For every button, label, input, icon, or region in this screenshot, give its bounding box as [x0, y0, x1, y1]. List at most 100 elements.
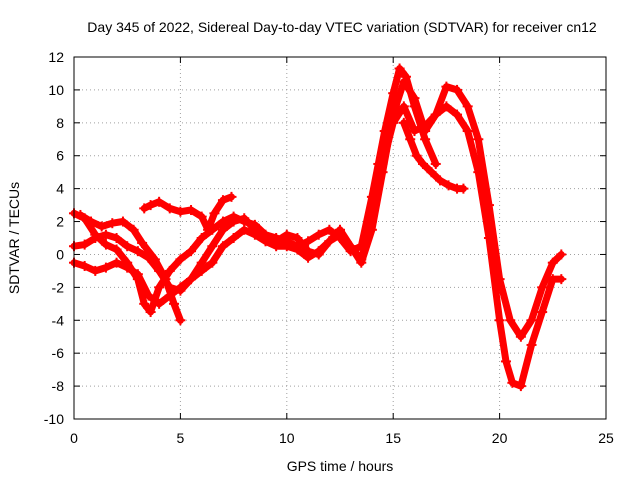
- data-point-marker: [537, 282, 548, 293]
- data-point-marker: [175, 315, 186, 326]
- y-axis-label: SDTVAR / TECUs: [6, 182, 22, 294]
- data-point-marker: [292, 233, 303, 243]
- data-series-group: [69, 63, 567, 392]
- data-point-marker: [452, 84, 463, 95]
- data-point-marker: [122, 262, 133, 273]
- data-point-marker: [537, 307, 548, 318]
- data-point-marker: [111, 233, 122, 243]
- data-point-marker: [377, 158, 388, 169]
- data-point-marker: [139, 203, 150, 214]
- data-point-marker: [430, 158, 441, 169]
- y-tick-label: -6: [52, 345, 65, 361]
- data-point-marker: [366, 216, 377, 227]
- data-point-marker: [90, 265, 101, 276]
- data-point-marker: [149, 254, 160, 265]
- data-point-marker: [420, 121, 431, 132]
- data-point-marker: [164, 203, 175, 214]
- data-point-marker: [186, 246, 197, 257]
- data-point-marker: [196, 233, 207, 243]
- data-point-marker: [473, 167, 484, 178]
- data-point-marker: [100, 239, 111, 250]
- data-point-marker: [139, 298, 150, 309]
- x-tick-label: 0: [70, 430, 78, 446]
- data-point-marker: [417, 158, 428, 169]
- data-point-marker: [435, 175, 446, 186]
- y-tick-label: -10: [44, 411, 64, 427]
- x-tick-label: 15: [385, 430, 401, 446]
- data-point-marker: [303, 236, 314, 247]
- data-point-marker: [128, 224, 139, 235]
- data-point-marker: [207, 241, 218, 252]
- data-point-marker: [228, 216, 239, 227]
- data-point-marker: [281, 229, 292, 240]
- data-point-marker: [145, 307, 156, 318]
- data-point-marker: [117, 216, 128, 227]
- y-axis: -10 -8 -6 -4 -2 0 2 4 6 8 10 12: [44, 49, 606, 427]
- y-tick-label: 0: [56, 246, 64, 262]
- y-tick-label: 8: [56, 115, 64, 131]
- data-point-marker: [249, 229, 260, 240]
- data-point-marker: [169, 298, 180, 309]
- y-tick-label: 12: [48, 49, 64, 65]
- series-track-3: [70, 102, 565, 390]
- data-point-marker: [143, 290, 154, 301]
- data-point-marker: [547, 257, 558, 268]
- data-point-marker: [100, 229, 111, 240]
- data-point-marker: [398, 101, 409, 112]
- y-tick-label: -4: [52, 312, 65, 328]
- data-point-marker: [462, 101, 473, 112]
- data-point-marker: [154, 196, 165, 207]
- data-point-marker: [547, 274, 558, 285]
- data-point-marker: [203, 224, 214, 235]
- data-point-marker: [398, 117, 409, 128]
- data-point-marker: [462, 126, 473, 137]
- x-tick-label: 20: [492, 430, 508, 446]
- data-point-marker: [494, 315, 505, 326]
- data-point-marker: [515, 331, 526, 342]
- x-axis: 0 5 10 15 20 25: [70, 57, 614, 446]
- data-point-marker: [405, 134, 416, 145]
- data-point-marker: [507, 377, 518, 388]
- y-tick-label: -8: [52, 378, 65, 394]
- data-point-marker: [111, 244, 122, 255]
- data-point-marker: [500, 356, 511, 367]
- data-point-marker: [196, 211, 207, 222]
- data-point-marker: [556, 274, 567, 285]
- data-point-marker: [107, 218, 118, 229]
- data-point-marker: [526, 315, 537, 326]
- data-point-marker: [505, 315, 516, 326]
- data-point-marker: [217, 241, 228, 252]
- data-point-marker: [186, 274, 197, 285]
- data-point-marker: [335, 229, 345, 240]
- data-point-marker: [473, 134, 484, 145]
- chart-title: Day 345 of 2022, Sidereal Day-to-day VTE…: [87, 19, 597, 35]
- data-point-marker: [441, 81, 452, 92]
- data-point-marker: [226, 191, 237, 202]
- data-point-marker: [186, 205, 197, 216]
- data-point-marker: [324, 224, 335, 235]
- data-point-marker: [75, 209, 86, 220]
- data-point-marker: [411, 150, 422, 161]
- data-point-marker: [79, 239, 90, 250]
- data-point-marker: [292, 244, 303, 255]
- y-tick-label: 4: [56, 181, 64, 197]
- data-point-marker: [217, 195, 228, 206]
- data-point-marker: [303, 252, 314, 263]
- data-point-marker: [122, 241, 133, 252]
- data-point-marker: [409, 93, 420, 104]
- y-tick-label: 10: [48, 82, 64, 98]
- data-point-marker: [154, 282, 165, 293]
- data-point-marker: [132, 269, 143, 280]
- data-point-marker: [271, 241, 282, 252]
- y-tick-label: -2: [52, 279, 65, 295]
- data-point-marker: [394, 63, 405, 74]
- data-point-marker: [452, 109, 463, 120]
- x-tick-label: 10: [279, 430, 295, 446]
- data-point-marker: [430, 109, 441, 120]
- data-point-marker: [145, 200, 156, 211]
- data-point-marker: [281, 241, 292, 252]
- data-point-marker: [175, 254, 186, 265]
- data-point-marker: [175, 282, 186, 293]
- data-point-marker: [175, 206, 186, 217]
